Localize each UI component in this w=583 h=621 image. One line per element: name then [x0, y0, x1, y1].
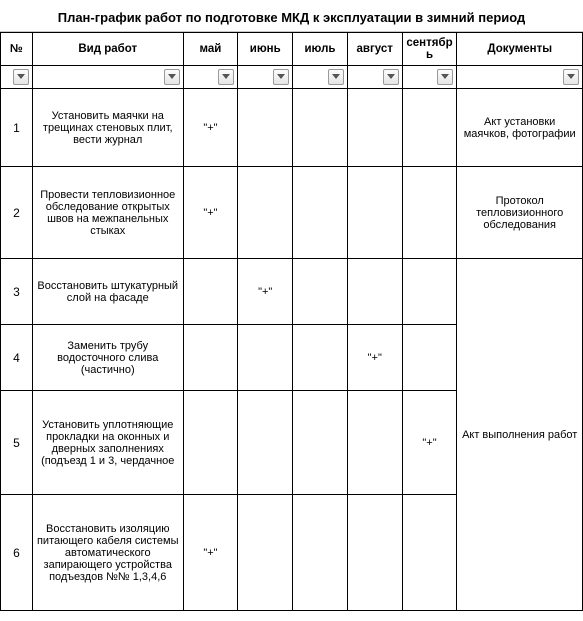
filter-button-jun[interactable] — [273, 69, 289, 85]
col-header-num: № — [1, 33, 33, 66]
cell-num: 6 — [1, 495, 33, 611]
cell-aug: "+" — [347, 325, 402, 391]
cell-jun — [238, 391, 293, 495]
col-header-aug: август — [347, 33, 402, 66]
cell-work: Восстановить штукатурный слой на фасаде — [32, 259, 183, 325]
schedule-table: № Вид работ май июнь июль август сентябр… — [0, 32, 583, 611]
cell-sep — [402, 167, 457, 259]
table-row: 2 Провести тепловизионное обследование о… — [1, 167, 583, 259]
cell-aug — [347, 167, 402, 259]
filter-button-sep[interactable] — [437, 69, 453, 85]
cell-jul — [293, 325, 348, 391]
filter-button-jul[interactable] — [328, 69, 344, 85]
cell-num: 2 — [1, 167, 33, 259]
cell-jul — [293, 259, 348, 325]
cell-aug — [347, 259, 402, 325]
filter-row — [1, 66, 583, 89]
col-header-work: Вид работ — [32, 33, 183, 66]
cell-work: Восстановить изоляцию питающего кабеля с… — [32, 495, 183, 611]
cell-aug — [347, 89, 402, 167]
cell-jul — [293, 495, 348, 611]
cell-may: "+" — [183, 167, 238, 259]
page-title: План-график работ по подготовке МКД к эк… — [0, 0, 583, 32]
header-row: № Вид работ май июнь июль август сентябр… — [1, 33, 583, 66]
cell-may — [183, 325, 238, 391]
cell-work: Заменить трубу водосточного слива (части… — [32, 325, 183, 391]
col-header-jun: июнь — [238, 33, 293, 66]
cell-jul — [293, 391, 348, 495]
cell-doc: Акт установки маячков, фотографии — [457, 89, 583, 167]
cell-jun — [238, 325, 293, 391]
filter-button-doc[interactable] — [563, 69, 579, 85]
cell-sep — [402, 495, 457, 611]
cell-doc-merged: Акт выполнения работ — [457, 259, 583, 611]
cell-jul — [293, 167, 348, 259]
cell-may: "+" — [183, 495, 238, 611]
filter-button-work[interactable] — [164, 69, 180, 85]
col-header-doc: Документы — [457, 33, 583, 66]
col-header-may: май — [183, 33, 238, 66]
cell-num: 3 — [1, 259, 33, 325]
cell-work: Установить уплотняющие прокладки на окон… — [32, 391, 183, 495]
cell-may: "+" — [183, 89, 238, 167]
cell-jun — [238, 89, 293, 167]
cell-may — [183, 259, 238, 325]
cell-jun: "+" — [238, 259, 293, 325]
col-header-jul: июль — [293, 33, 348, 66]
cell-aug — [347, 391, 402, 495]
cell-num: 1 — [1, 89, 33, 167]
filter-button-aug[interactable] — [383, 69, 399, 85]
cell-jun — [238, 167, 293, 259]
cell-sep — [402, 89, 457, 167]
cell-sep — [402, 325, 457, 391]
cell-num: 4 — [1, 325, 33, 391]
filter-button-num[interactable] — [13, 69, 29, 85]
cell-doc: Протокол тепловизионного обследования — [457, 167, 583, 259]
cell-may — [183, 391, 238, 495]
col-header-sep: сентябрь — [402, 33, 457, 66]
cell-work: Установить маячки на трещинах стеновых п… — [32, 89, 183, 167]
cell-jul — [293, 89, 348, 167]
cell-num: 5 — [1, 391, 33, 495]
cell-sep: "+" — [402, 391, 457, 495]
cell-aug — [347, 495, 402, 611]
cell-work: Провести тепловизионное обследование отк… — [32, 167, 183, 259]
table-row: 3 Восстановить штукатурный слой на фасад… — [1, 259, 583, 325]
table-row: 1 Установить маячки на трещинах стеновых… — [1, 89, 583, 167]
cell-jun — [238, 495, 293, 611]
filter-button-may[interactable] — [218, 69, 234, 85]
cell-sep — [402, 259, 457, 325]
